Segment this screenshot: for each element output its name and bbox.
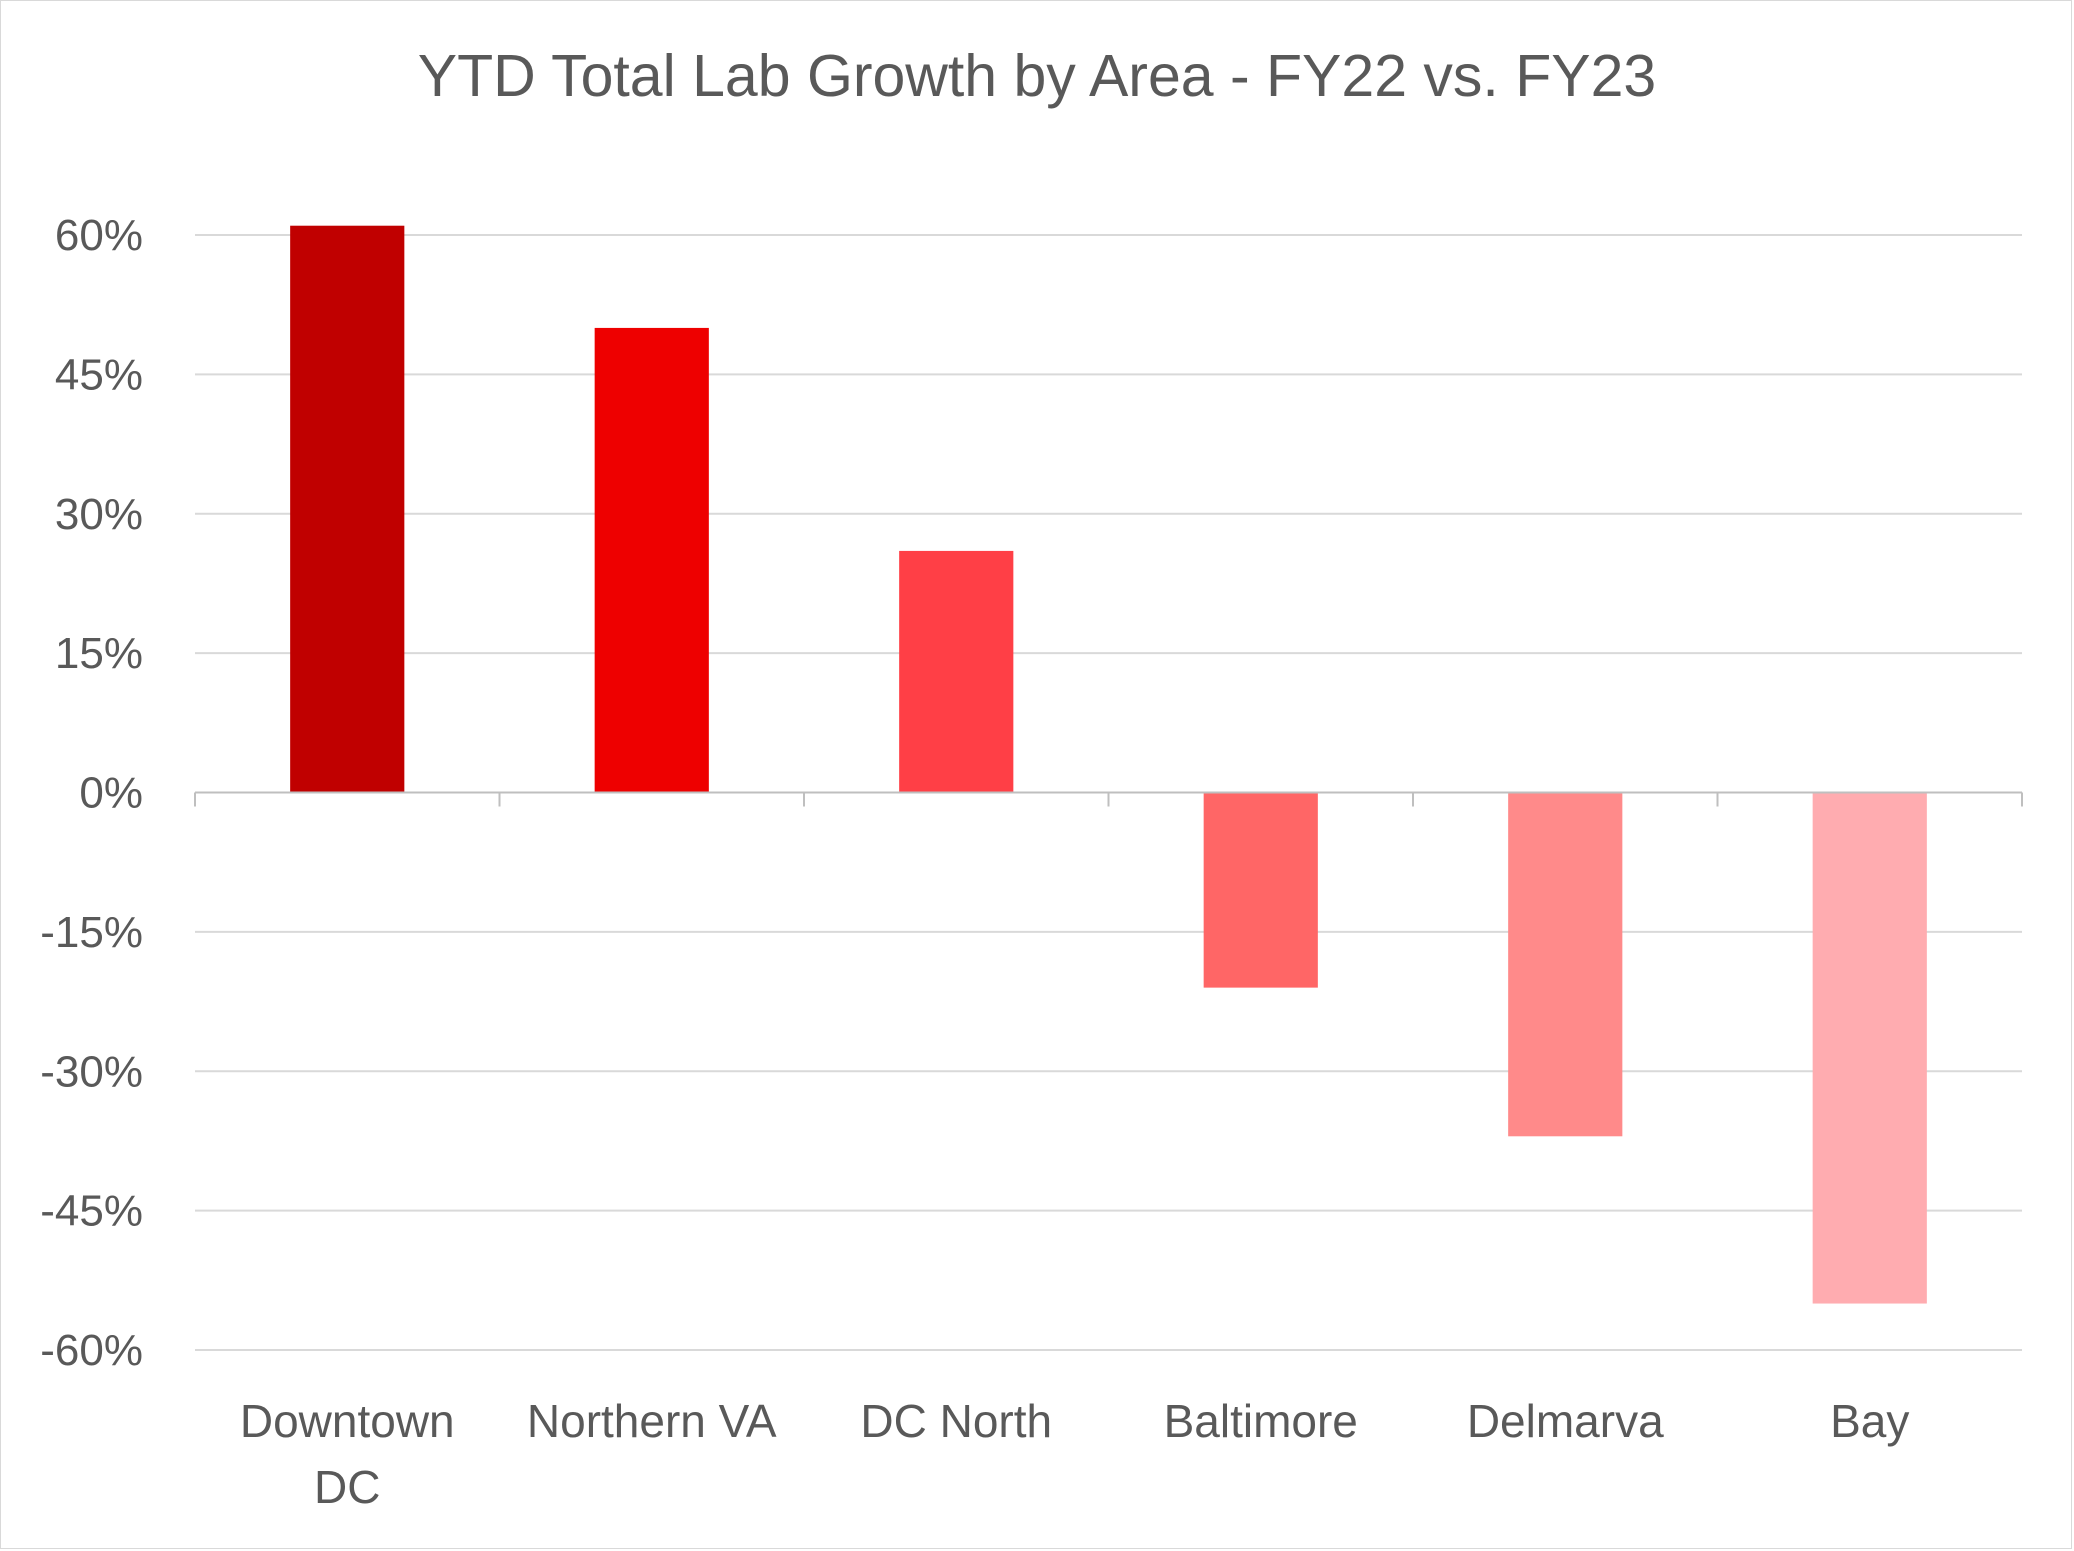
y-tick-label: 0% bbox=[79, 769, 143, 818]
x-tick-label: Bay bbox=[1830, 1395, 1909, 1447]
y-tick-label: 60% bbox=[55, 211, 143, 260]
bars bbox=[290, 225, 1927, 1304]
bar bbox=[290, 225, 405, 793]
y-tick-label: -45% bbox=[40, 1187, 143, 1236]
x-tick-label: Downtown DC bbox=[240, 1395, 455, 1513]
bar bbox=[1508, 792, 1623, 1137]
x-tick-label: DC North bbox=[860, 1395, 1052, 1447]
y-tick-label: -30% bbox=[40, 1047, 143, 1096]
x-tick-label: Baltimore bbox=[1164, 1395, 1358, 1447]
bar bbox=[1812, 792, 1927, 1304]
y-axis-tick-labels: 60% 45% 30% 15% 0% -15% -30% -45% -60% bbox=[40, 211, 143, 1375]
x-tick-label: Delmarva bbox=[1467, 1395, 1664, 1447]
y-tick-label: 45% bbox=[55, 350, 143, 399]
x-tick-label: Northern VA bbox=[527, 1395, 777, 1447]
chart-title: YTD Total Lab Growth by Area - FY22 vs. … bbox=[417, 43, 1657, 109]
bar bbox=[594, 327, 709, 793]
gridlines bbox=[195, 234, 2022, 1351]
x-axis bbox=[194, 791, 2023, 807]
y-tick-label: -15% bbox=[40, 908, 143, 957]
y-tick-label: 30% bbox=[55, 490, 143, 539]
y-tick-label: 15% bbox=[55, 629, 143, 678]
y-tick-label: -60% bbox=[40, 1326, 143, 1375]
x-axis-tick-labels: Downtown DC Northern VA DC North Baltimore De… bbox=[240, 1395, 1910, 1513]
bar bbox=[899, 550, 1014, 793]
bar bbox=[1203, 792, 1318, 988]
